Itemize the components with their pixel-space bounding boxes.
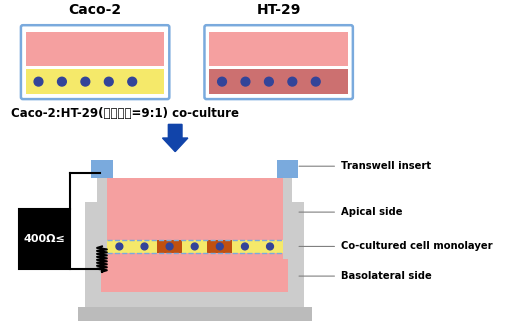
Circle shape: [105, 77, 113, 86]
Text: Transwell insert: Transwell insert: [341, 161, 431, 171]
Bar: [26, 32, 165, 66]
Bar: [101, 202, 288, 292]
Bar: [97, 168, 107, 259]
Circle shape: [141, 243, 148, 250]
Bar: [78, 307, 312, 321]
Circle shape: [267, 243, 273, 250]
Text: Apical side: Apical side: [341, 207, 402, 217]
Circle shape: [241, 77, 250, 86]
Circle shape: [34, 77, 43, 86]
FancyArrow shape: [162, 124, 188, 151]
Text: HT-29: HT-29: [256, 3, 301, 17]
Bar: [26, 69, 165, 94]
Bar: [107, 240, 282, 253]
Text: 400Ω≤: 400Ω≤: [23, 234, 65, 244]
FancyBboxPatch shape: [204, 25, 353, 99]
Text: Caco-2: Caco-2: [68, 3, 122, 17]
Bar: [107, 178, 282, 240]
Bar: [85, 202, 101, 307]
FancyBboxPatch shape: [21, 25, 169, 99]
Circle shape: [264, 77, 273, 86]
Circle shape: [166, 243, 173, 250]
Bar: [19, 209, 70, 269]
Circle shape: [128, 77, 136, 86]
Circle shape: [217, 243, 223, 250]
Circle shape: [311, 77, 320, 86]
Bar: [91, 160, 113, 178]
Bar: [209, 69, 348, 94]
Bar: [277, 160, 298, 178]
Circle shape: [57, 77, 66, 86]
Bar: [157, 240, 182, 253]
Circle shape: [81, 77, 90, 86]
Circle shape: [288, 77, 297, 86]
Circle shape: [242, 243, 249, 250]
Circle shape: [218, 77, 226, 86]
Text: Caco-2:HT-29(세포비율=9:1) co-culture: Caco-2:HT-29(세포비율=9:1) co-culture: [11, 107, 239, 120]
Text: Co-cultured cell monolayer: Co-cultured cell monolayer: [341, 242, 493, 251]
Circle shape: [191, 243, 198, 250]
Text: Basolateral side: Basolateral side: [341, 271, 432, 281]
Bar: [85, 292, 304, 307]
Bar: [288, 202, 304, 307]
Bar: [282, 168, 293, 259]
Bar: [207, 240, 233, 253]
Bar: [209, 32, 348, 66]
Circle shape: [116, 243, 123, 250]
